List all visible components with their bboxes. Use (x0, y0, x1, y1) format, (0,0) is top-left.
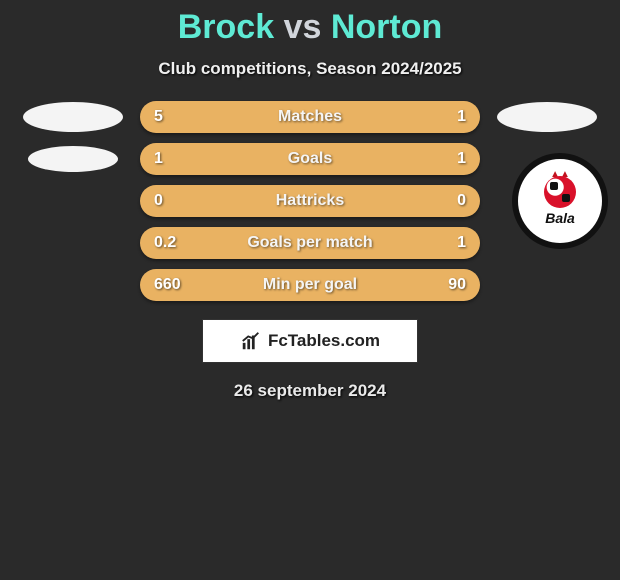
watermark-text: FcTables.com (268, 331, 380, 351)
ball-icon (544, 176, 576, 208)
stats-area: 5 Matches 1 1 Goals 1 0 (0, 101, 620, 301)
stat-right-value: 90 (448, 276, 466, 294)
stat-left-value: 1 (154, 150, 163, 168)
stat-right-value: 1 (457, 150, 466, 168)
stat-left-value: 0 (154, 192, 163, 210)
vs-text: vs (284, 8, 322, 46)
watermark: FcTables.com (202, 319, 418, 363)
stat-left-value: 5 (154, 108, 163, 126)
stat-row: 5 Matches 1 (0, 101, 620, 133)
crest-badge: ▲▲ Bala (512, 153, 608, 249)
stat-label: Hattricks (140, 192, 480, 210)
stat-label: Matches (140, 108, 480, 126)
stat-bar: 0.2 Goals per match 1 (140, 227, 480, 259)
stat-bar: 660 Min per goal 90 (140, 269, 480, 301)
stat-left-value: 660 (154, 276, 181, 294)
stat-left-value: 0.2 (154, 234, 176, 252)
page-title: Brock vs Norton (0, 8, 620, 47)
stat-right-value: 1 (457, 108, 466, 126)
stat-right-value: 1 (457, 234, 466, 252)
stat-row: 660 Min per goal 90 (0, 269, 620, 301)
crest-name: Bala (545, 210, 575, 226)
team-logo-placeholder (23, 102, 123, 132)
stat-label: Min per goal (140, 276, 480, 294)
date-text: 26 september 2024 (0, 381, 620, 401)
stat-bar: 0 Hattricks 0 (140, 185, 480, 217)
right-logo-slot (492, 102, 602, 132)
player2-name: Norton (331, 8, 442, 46)
stat-bar: 5 Matches 1 (140, 101, 480, 133)
left-logo-slot (18, 102, 128, 132)
stat-right-value: 0 (457, 192, 466, 210)
stat-label: Goals (140, 150, 480, 168)
club-crest: ▲▲ Bala (512, 153, 608, 249)
stat-bar: 1 Goals 1 (140, 143, 480, 175)
comparison-card: Brock vs Norton Club competitions, Seaso… (0, 0, 620, 401)
stat-label: Goals per match (140, 234, 480, 252)
left-logo-slot (18, 146, 128, 172)
team-logo-placeholder (28, 146, 118, 172)
chart-icon (240, 330, 262, 352)
team-logo-placeholder (497, 102, 597, 132)
player1-name: Brock (178, 8, 274, 46)
subtitle: Club competitions, Season 2024/2025 (0, 59, 620, 79)
